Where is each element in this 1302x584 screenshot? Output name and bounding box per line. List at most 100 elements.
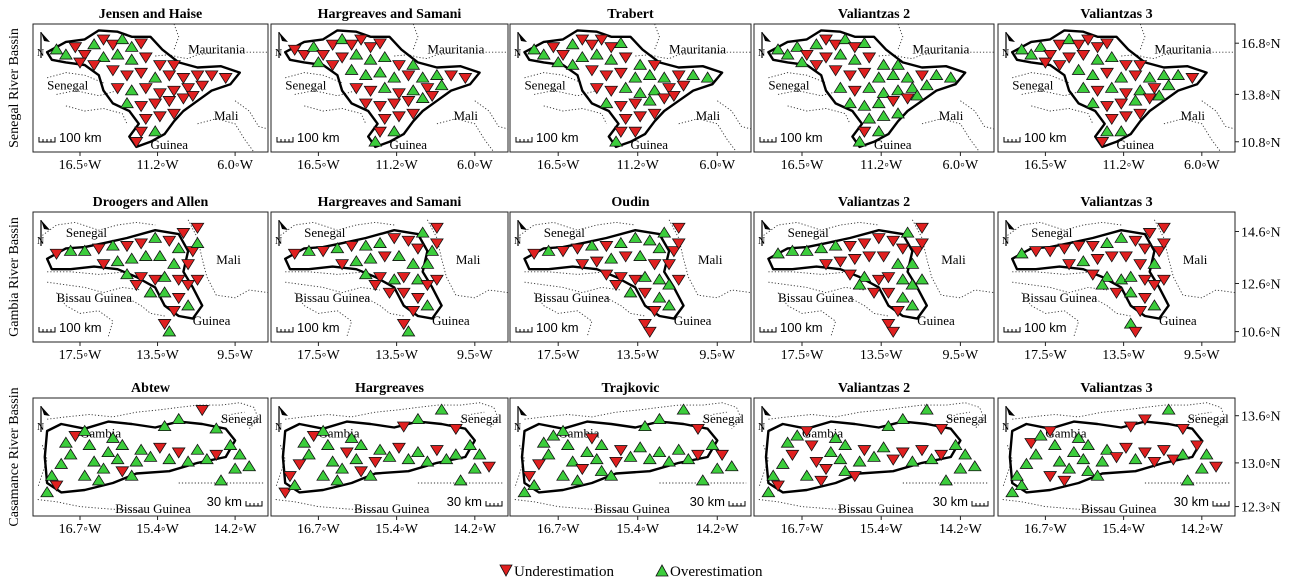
overestimation-marker: [613, 236, 628, 248]
north-arrow-icon: [762, 406, 771, 416]
overestimation-marker: [1033, 40, 1048, 52]
region-label: Guinea: [151, 137, 189, 152]
underestimation-marker: [401, 96, 416, 108]
country-border: [460, 411, 485, 422]
underestimation-marker: [382, 287, 397, 299]
scale-bar-icon: [515, 327, 533, 333]
underestimation-marker: [895, 243, 910, 255]
underestimation-marker: [152, 111, 167, 123]
underestimation-marker: [105, 65, 120, 77]
underestimation-marker: [167, 108, 181, 120]
country-border: [285, 281, 381, 294]
panel-title: Abtew: [131, 381, 171, 396]
underestimation-marker: [335, 259, 350, 271]
overestimation-marker: [157, 286, 172, 298]
underestimation-marker: [1076, 49, 1091, 62]
underestimation-marker: [482, 461, 496, 473]
underestimation-marker: [134, 272, 149, 284]
country-border: [777, 292, 837, 337]
underestimation-marker: [1175, 423, 1190, 436]
overestimation-marker: [761, 486, 776, 498]
underestimation-marker: [1123, 421, 1138, 433]
underestimation-marker: [1090, 254, 1105, 266]
overestimation-marker: [406, 58, 421, 70]
region-label: Guinea: [917, 313, 955, 328]
overestimation-marker: [287, 478, 302, 491]
overestimation-marker: [306, 40, 321, 52]
underestimation-marker: [1104, 251, 1119, 263]
underestimation-marker: [120, 70, 134, 82]
underestimation-marker: [1147, 280, 1162, 292]
underestimation-marker: [316, 49, 331, 62]
overestimation-marker: [915, 273, 929, 285]
underestimation-marker: [1119, 442, 1133, 454]
country-border: [1154, 219, 1236, 299]
overestimation-marker: [425, 244, 440, 256]
underestimation-marker: [316, 246, 331, 258]
overestimation-marker: [604, 469, 619, 481]
underestimation-marker: [1081, 34, 1095, 46]
overestimation-marker: [876, 58, 891, 70]
x-tick-label: 11.2◦W: [376, 158, 419, 173]
y-tick-label: 16.8◦N: [1241, 37, 1281, 52]
overestimation-marker: [852, 455, 867, 467]
underestimation-marker: [809, 456, 824, 469]
x-tick-label: 16.5◦W: [59, 158, 102, 173]
panel-title: Hargreaves and Samani: [318, 7, 462, 22]
underestimation-marker: [531, 459, 546, 471]
overestimation-marker: [387, 273, 402, 285]
x-tick-label: 13.5◦W: [616, 348, 659, 363]
underestimation-marker: [599, 241, 614, 253]
overestimation-marker: [349, 453, 364, 465]
overestimation-marker: [867, 450, 881, 462]
underestimation-marker: [429, 238, 444, 250]
underestimation-marker: [373, 101, 387, 113]
x-tick-label: 9.5◦W: [699, 348, 735, 363]
overestimation-marker: [82, 438, 97, 450]
underestimation-marker: [1057, 243, 1072, 255]
country-border: [294, 292, 353, 337]
scale-bar-label: 30 km: [690, 494, 725, 509]
overestimation-marker: [527, 43, 542, 55]
map-row: Casamance River Bassin AbtewSenegalGambia…: [7, 381, 1281, 537]
north-arrow-label: N: [514, 48, 521, 59]
underestimation-marker: [396, 272, 411, 284]
x-tick-label: 15.4◦W: [375, 522, 418, 537]
country-border: [65, 105, 128, 124]
region-label: Senegal: [788, 225, 830, 240]
region-label: Mauritania: [188, 42, 245, 57]
overestimation-marker: [1199, 448, 1214, 460]
overestimation-marker: [1161, 79, 1176, 91]
overestimation-marker: [766, 469, 781, 481]
underestimation-marker: [691, 423, 705, 436]
underestimation-marker: [633, 111, 648, 123]
x-tick-label: 9.5◦W: [943, 348, 979, 363]
x-tick-label: 6.0◦W: [943, 158, 979, 173]
underestimation-marker: [1147, 83, 1162, 95]
underestimation-marker: [1128, 70, 1143, 82]
north-arrow-label: N: [758, 236, 765, 247]
north-arrow-icon: [1006, 406, 1015, 416]
underestimation-legend-icon: [499, 564, 513, 577]
underestimation-marker: [396, 319, 411, 331]
underestimation-marker: [392, 88, 406, 100]
underestimation-marker: [171, 293, 186, 305]
underestimation-marker: [204, 70, 219, 82]
country-border: [1021, 292, 1080, 337]
overestimation-marker: [110, 453, 125, 465]
overestimation-marker: [115, 33, 130, 45]
underestimation-marker: [1038, 57, 1053, 69]
underestimation-marker: [292, 459, 307, 471]
overestimation-marker: [891, 84, 905, 96]
overestimation-marker: [105, 239, 120, 251]
underestimation-marker: [585, 433, 599, 445]
north-arrow-label: N: [1002, 422, 1009, 433]
overestimation-marker: [434, 79, 449, 91]
y-tick-label: 14.6◦N: [1241, 226, 1281, 241]
overestimation-marker: [325, 455, 340, 467]
overestimation-marker: [411, 273, 425, 285]
map-panel: Valiantzas 2 Senegal Mali Bissau Guinea Guin…: [753, 195, 995, 363]
overestimation-marker: [618, 81, 633, 93]
overestimation-marker: [599, 97, 614, 109]
